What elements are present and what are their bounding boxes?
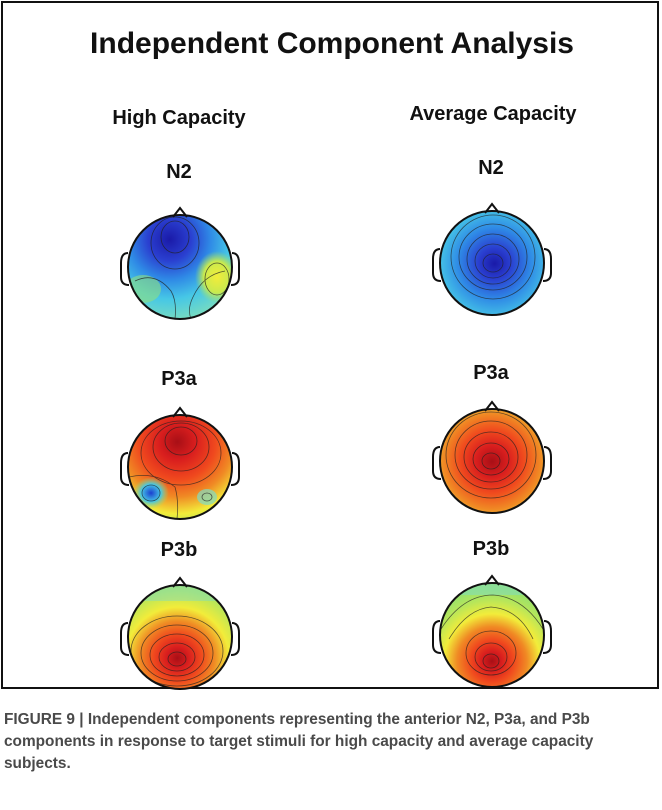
figure-frame: Independent Component Analysis High Capa… bbox=[1, 1, 659, 690]
label-n2-high: N2 bbox=[166, 161, 192, 183]
label-p3a-high: P3a bbox=[161, 368, 197, 390]
topomap-p3b-average bbox=[432, 574, 552, 688]
column-header-average-capacity: Average Capacity bbox=[409, 103, 577, 125]
topomap-n2-average bbox=[432, 202, 552, 316]
column-header-high-capacity: High Capacity bbox=[112, 107, 246, 129]
topomap-p3a-high bbox=[120, 406, 240, 520]
label-p3b-average: P3b bbox=[472, 538, 510, 560]
topomap-p3a-average bbox=[432, 400, 552, 514]
topomap-n2-high bbox=[120, 206, 240, 320]
label-n2-average: N2 bbox=[478, 157, 504, 179]
label-p3b-high: P3b bbox=[160, 539, 198, 561]
topomap-p3b-high bbox=[120, 576, 240, 690]
label-p3a-average: P3a bbox=[473, 362, 509, 384]
figure-title: Independent Component Analysis bbox=[90, 27, 574, 60]
figure-caption: FIGURE 9 | Independent components repres… bbox=[4, 711, 594, 772]
